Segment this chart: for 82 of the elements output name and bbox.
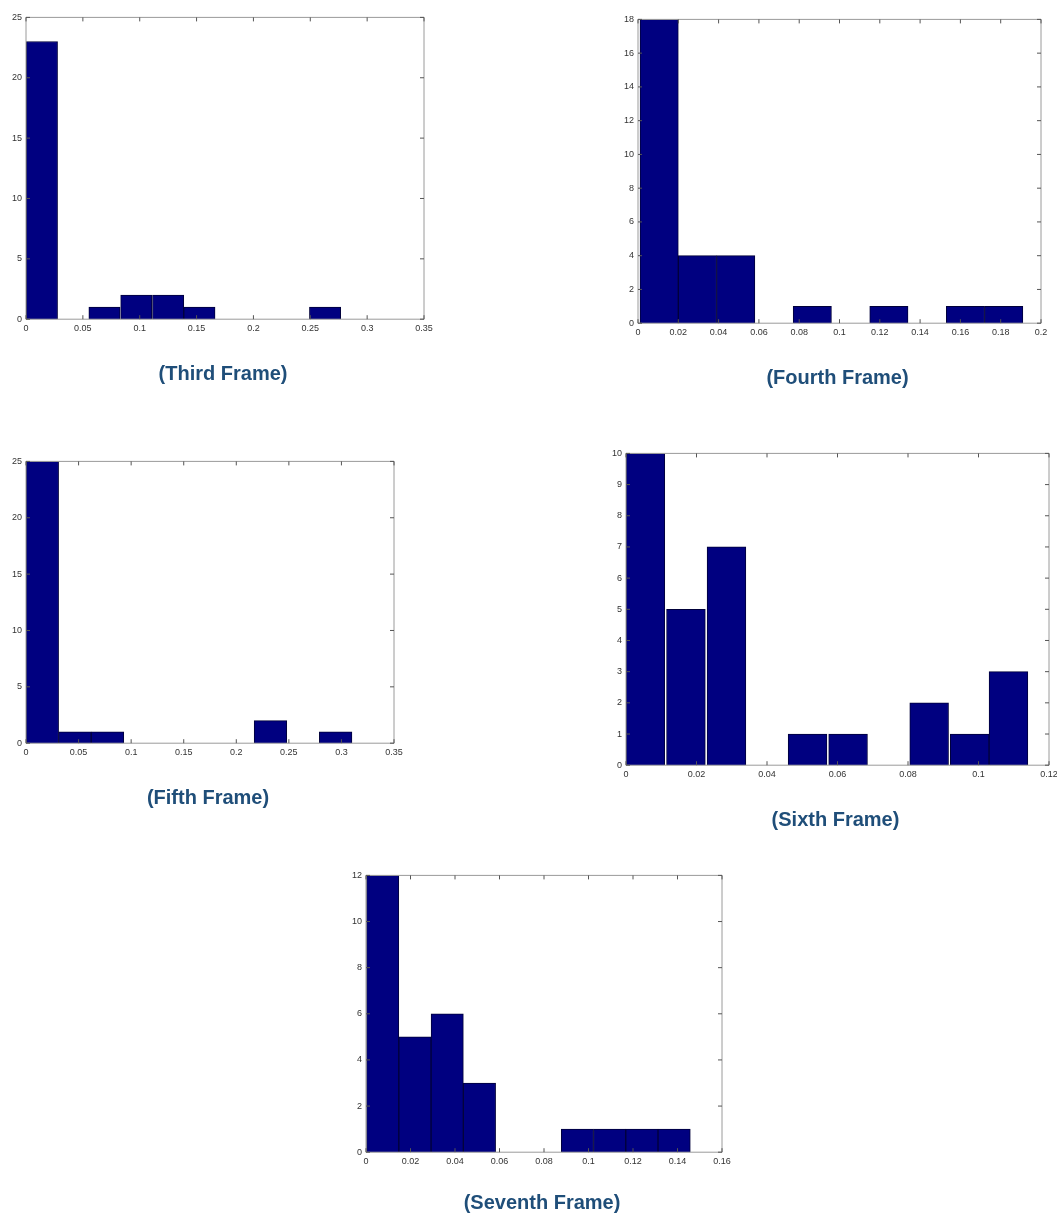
x-tick-label: 0.1 <box>833 327 846 338</box>
y-tick-label: 12 <box>624 115 635 126</box>
y-tick-label: 20 <box>12 512 23 523</box>
y-tick-label: 6 <box>629 216 635 227</box>
y-tick-label: 8 <box>357 962 363 973</box>
x-tick-label: 0.1 <box>124 747 138 758</box>
x-tick-label: 0.3 <box>360 323 374 334</box>
x-tick-label: 0.12 <box>624 1156 642 1167</box>
y-tick-label: 2 <box>617 697 623 708</box>
x-tick-label: 0.35 <box>415 323 433 334</box>
y-tick-label: 10 <box>12 192 23 203</box>
y-tick-label: 25 <box>12 11 23 22</box>
y-tick-label: 10 <box>612 447 623 458</box>
x-tick-label: 0.16 <box>713 1156 731 1167</box>
y-tick-label: 5 <box>617 603 623 614</box>
y-tick-label: 20 <box>12 72 23 83</box>
x-tick-label: 0.3 <box>335 747 348 758</box>
y-tick-label: 2 <box>357 1100 363 1111</box>
text: (Fifth Frame) <box>145 786 271 809</box>
x-tick-label: 0.2 <box>247 323 260 334</box>
x-tick-label: 0.08 <box>535 1156 553 1167</box>
x-tick-label: 0.02 <box>687 769 706 780</box>
text: (Third Frame) <box>157 362 289 385</box>
y-tick-label: 4 <box>629 250 635 261</box>
y-tick-label: 8 <box>617 510 623 521</box>
x-tick-label: 0.12 <box>871 327 889 338</box>
y-tick-label: 10 <box>352 916 363 927</box>
y-tick-label: 2 <box>629 283 635 294</box>
y-tick-label: 0 <box>17 313 23 324</box>
x-tick-label: 0.04 <box>758 769 776 780</box>
x-tick-label: 0.18 <box>991 327 1010 338</box>
text: (Sixth Frame) <box>770 808 901 831</box>
x-tick-label: 0.14 <box>911 327 929 338</box>
text: (Seventh Frame) <box>462 1191 622 1214</box>
y-tick-label: 0 <box>17 737 23 748</box>
y-tick-label: 12 <box>352 869 363 880</box>
y-tick-label: 1 <box>617 728 623 739</box>
y-tick-label: 25 <box>12 455 23 466</box>
x-tick-label: 0.2 <box>230 747 243 758</box>
x-tick-label: 0.04 <box>709 327 728 338</box>
text: (Fourth Frame) <box>765 366 910 389</box>
y-tick-label: 15 <box>12 132 23 143</box>
x-tick-label: 0.25 <box>301 323 320 334</box>
y-tick-label: 9 <box>617 479 623 490</box>
y-tick-label: 16 <box>624 47 635 58</box>
x-tick-label: 0.08 <box>899 769 917 780</box>
y-tick-label: 6 <box>617 572 623 583</box>
x-tick-label: 0.35 <box>385 747 403 758</box>
x-tick-label: 0.15 <box>174 747 193 758</box>
x-tick-label: 0.1 <box>972 769 985 780</box>
y-tick-label: 0 <box>617 759 623 770</box>
y-tick-label: 14 <box>624 81 635 92</box>
x-tick-label: 0.1 <box>582 1156 595 1167</box>
x-tick-label: 0.05 <box>74 323 92 334</box>
x-tick-label: 0.15 <box>187 323 206 334</box>
x-tick-label: 0.14 <box>668 1156 687 1167</box>
y-tick-label: 5 <box>17 681 23 692</box>
y-tick-label: 10 <box>624 148 635 159</box>
y-tick-label: 6 <box>357 1008 363 1019</box>
y-tick-label: 15 <box>12 568 23 579</box>
x-tick-label: 0.06 <box>750 327 768 338</box>
x-tick-label: 0.06 <box>828 769 847 780</box>
x-tick-label: 0.06 <box>490 1156 509 1167</box>
y-tick-label: 4 <box>357 1054 363 1065</box>
x-tick-label: 0.08 <box>790 327 808 338</box>
x-tick-label: 0.16 <box>951 327 970 338</box>
x-tick-label: 0.12 <box>1040 769 1057 780</box>
y-tick-label: 0 <box>357 1146 363 1157</box>
y-tick-label: 8 <box>629 182 635 193</box>
y-tick-label: 3 <box>617 666 623 677</box>
y-tick-label: 10 <box>12 624 23 635</box>
x-tick-label: 0.1 <box>133 323 146 334</box>
x-tick-label: 0.05 <box>69 747 88 758</box>
y-tick-label: 18 <box>624 13 635 24</box>
y-tick-label: 7 <box>617 541 623 552</box>
y-tick-label: 4 <box>617 634 623 645</box>
x-tick-label: 0.25 <box>280 747 298 758</box>
x-tick-label: 0.02 <box>669 327 688 338</box>
x-tick-label: 0.2 <box>1034 327 1048 338</box>
x-tick-label: 0.04 <box>446 1156 464 1167</box>
x-tick-label: 0.02 <box>401 1156 420 1167</box>
y-tick-label: 5 <box>17 253 23 264</box>
